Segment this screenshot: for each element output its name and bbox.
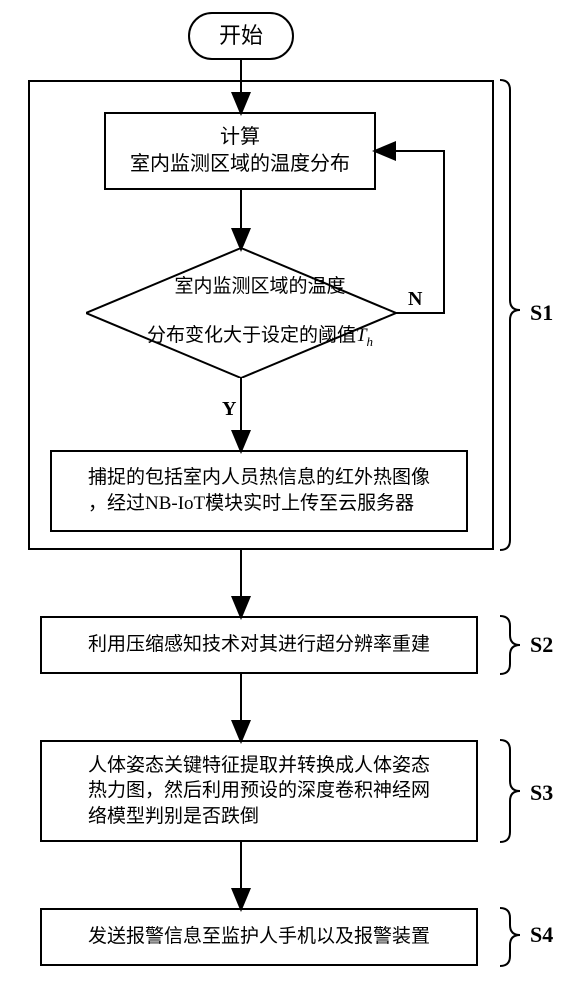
d1-line2c: h (367, 334, 374, 349)
p3-node: 利用压缩感知技术对其进行超分辨率重建 (40, 616, 478, 674)
start-label: 开始 (219, 21, 263, 51)
n-label: N (408, 288, 422, 311)
d1-line2a: 分布变化大于设定的阈值 (147, 325, 356, 346)
p4-node: 人体姿态关键特征提取并转换成人体姿态 热力图，然后利用预设的深度卷积神经网 络模… (40, 740, 478, 842)
s3-label: S3 (530, 780, 553, 806)
s1-label: S1 (530, 300, 553, 326)
d1-line2b: T (356, 325, 367, 346)
p3-label: 利用压缩感知技术对其进行超分辨率重建 (88, 632, 430, 658)
p1-node: 计算 室内监测区域的温度分布 (104, 112, 376, 190)
s4-label: S4 (530, 922, 553, 948)
s3-brace (500, 740, 520, 842)
s1-brace (500, 80, 520, 550)
y-label: Y (222, 398, 236, 421)
p2-label: 捕捉的包括室内人员热信息的红外热图像 ，经过NB-IoT模块实时上传至云服务器 (78, 465, 440, 516)
s4-brace (500, 908, 520, 966)
p4-label: 人体姿态关键特征提取并转换成人体姿态 热力图，然后利用预设的深度卷积神经网 络模… (74, 753, 444, 830)
s2-brace (500, 616, 520, 674)
p1-label: 计算 室内监测区域的温度分布 (130, 124, 350, 178)
p5-label: 发送报警信息至监护人手机以及报警装置 (88, 924, 430, 950)
d1-line1: 室内监测区域的温度 (174, 276, 345, 297)
p5-node: 发送报警信息至监护人手机以及报警装置 (40, 908, 478, 966)
s2-label: S2 (530, 632, 553, 658)
flowchart-canvas: 开始 计算 室内监测区域的温度分布 室内监测区域的温度 分布变化大于设定的阈值T… (0, 0, 578, 1000)
d1-label: 室内监测区域的温度 分布变化大于设定的阈值Th (109, 250, 373, 375)
start-node: 开始 (188, 12, 294, 60)
p2-node: 捕捉的包括室内人员热信息的红外热图像 ，经过NB-IoT模块实时上传至云服务器 (50, 450, 468, 532)
d1-node: 室内监测区域的温度 分布变化大于设定的阈值Th (86, 248, 396, 378)
